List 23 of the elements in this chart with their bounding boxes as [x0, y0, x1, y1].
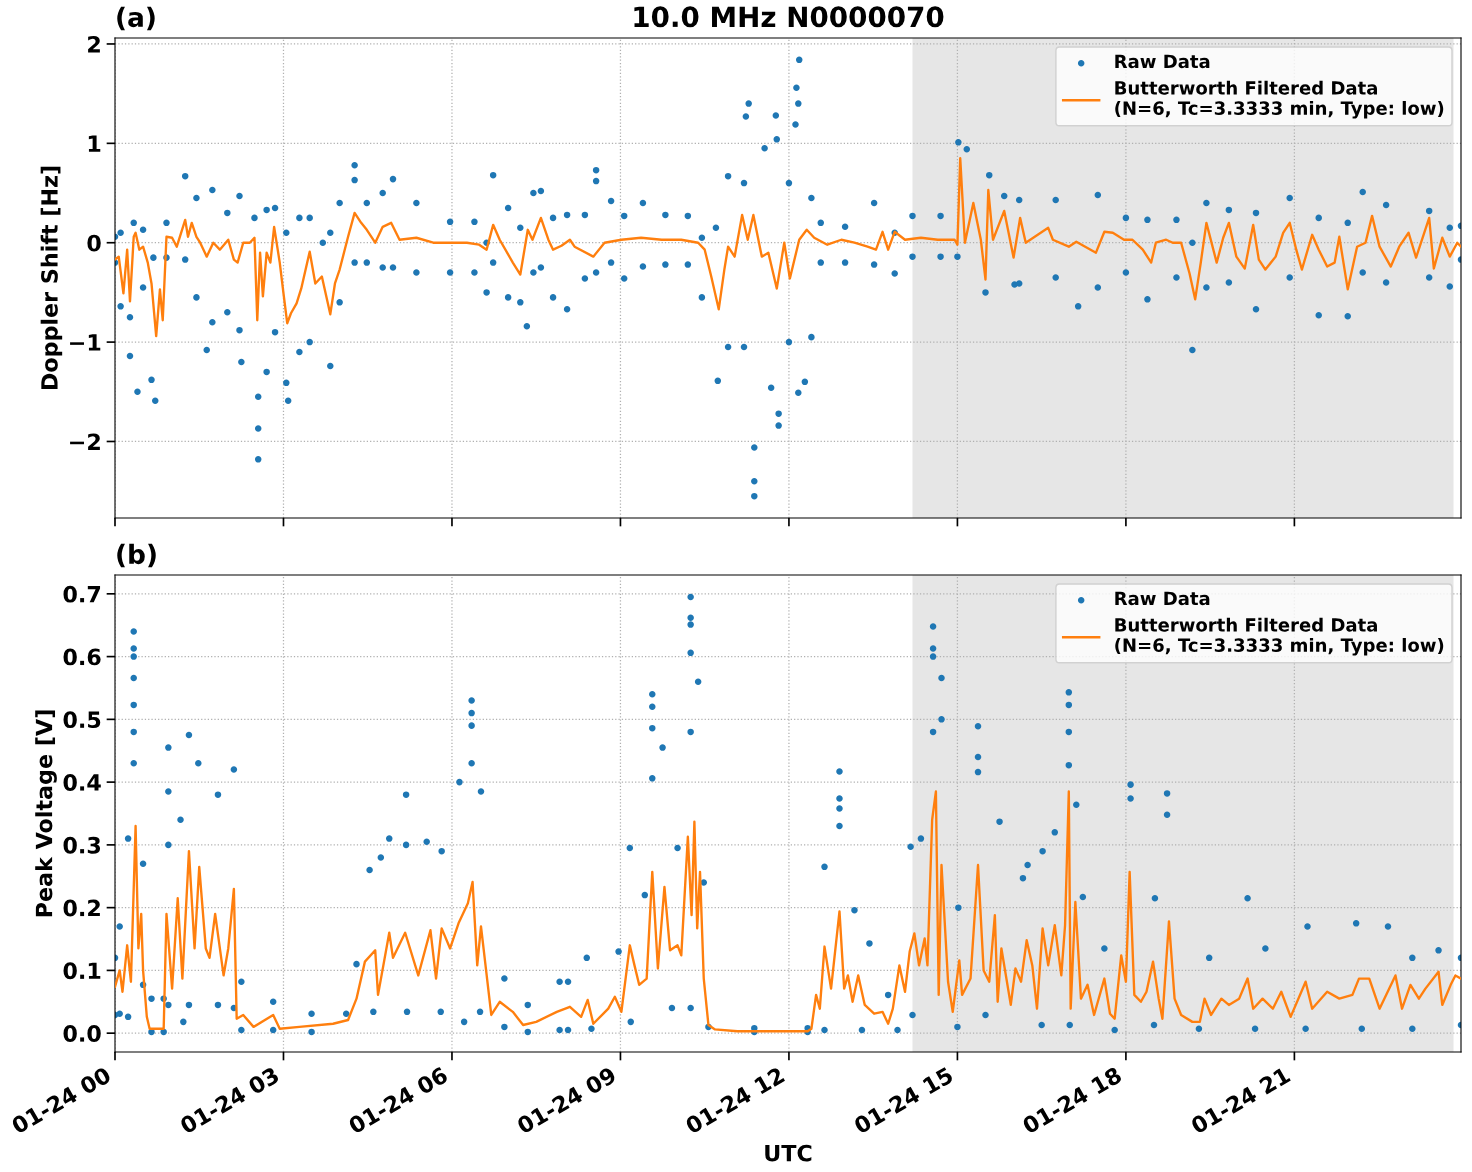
legend-label: Raw Data [1115, 591, 1210, 606]
y-tick-label: 0.2 [63, 899, 100, 917]
y-tick-label: 0 [87, 234, 101, 252]
y-tick-label: 0.3 [63, 836, 101, 854]
x-axis-title: UTC [765, 1144, 812, 1162]
legend-label: Butterworth Filtered Data (N=6, Tc=3.3333 min, Type: low) [1115, 617, 1444, 656]
y-axis-title: Peak Voltage [V] [35, 710, 57, 917]
y-tick-label: 0.4 [63, 774, 101, 791]
y-tick-label: 0.5 [63, 711, 101, 729]
y-tick-label: 0.1 [63, 962, 101, 980]
y-tick-label: −2 [70, 433, 100, 450]
text: (b) [117, 543, 156, 568]
legend-label: Raw Data [1115, 54, 1210, 69]
y-axis-title: Doppler Shift [Hz] [40, 166, 63, 390]
y-tick-label: 1 [88, 135, 101, 152]
chart-title: 10.0 MHz N0000070 [634, 6, 944, 28]
text: (a) [117, 6, 155, 31]
legend-label: Butterworth Filtered Data (N=6, Tc=3.3333 min, Type: low) [1115, 80, 1444, 119]
y-tick-label: −1 [70, 334, 101, 351]
y-tick-label: 0.7 [63, 585, 101, 603]
y-tick-label: 0.0 [63, 1025, 101, 1042]
y-tick-label: 0.6 [63, 648, 101, 666]
y-tick-label: 2 [88, 35, 100, 53]
